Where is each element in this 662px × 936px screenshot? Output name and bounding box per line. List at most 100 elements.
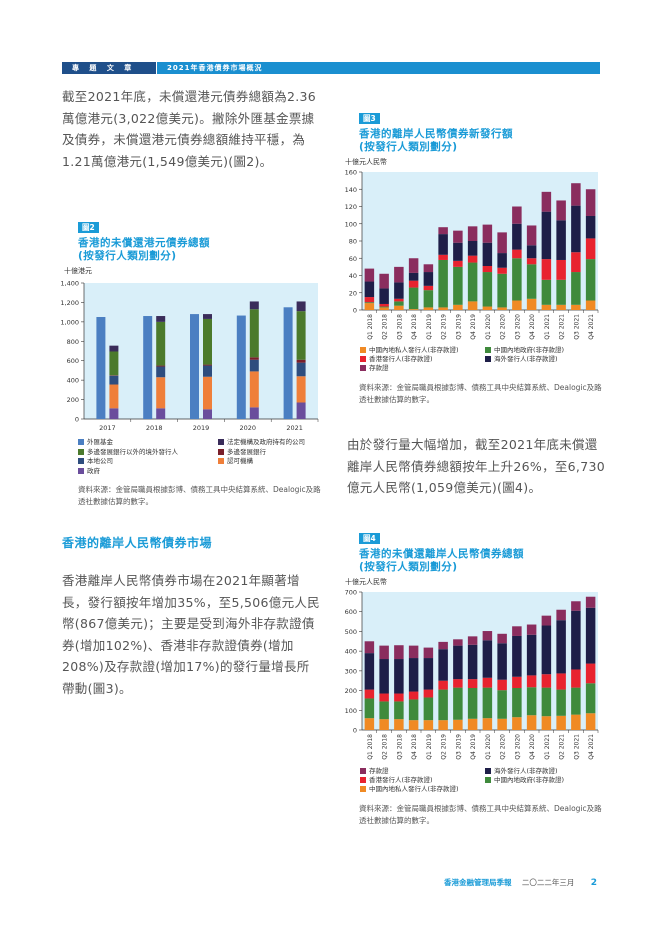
bar-segment-中國內地私人發行人(非存款證) [453, 304, 463, 310]
y-tick-label: 1,400 [60, 280, 79, 288]
y-tick-label: 700 [345, 589, 357, 597]
legend: 中國內地私人發行人(非存款證) 中國內地政府(非存款證) 香港發行人(非存款證) 海外… [360, 344, 610, 374]
bar-segment-存款證 [423, 647, 434, 659]
bar-segment-存款證 [438, 641, 448, 650]
x-tick-label: Q1 2018 [367, 314, 374, 340]
bar-segment-香港發行人(非存款證) [556, 673, 566, 690]
legend-swatch [485, 347, 491, 353]
legend-item: 法定機構及政府持有的公司 [218, 436, 305, 446]
bar-segment-中國內地私人發行人(非存款證) [364, 303, 375, 310]
figure-tag: 圖3 [359, 113, 380, 124]
x-tick-label: 2019 [193, 424, 210, 432]
bar-segment-海外發行人(非存款證) [541, 625, 552, 675]
bar-segment-存款證 [571, 183, 581, 206]
bar-segment-存款證 [394, 266, 404, 283]
bar-segment-本地公司 [249, 359, 259, 372]
bar-外匯基金 [143, 316, 153, 419]
bar-segment-存款證 [526, 624, 537, 635]
bar-segment-中國內地私人發行人(非存款證) [571, 304, 581, 310]
bar-segment-中國內地政府(非存款證) [467, 262, 478, 302]
bar-segment-政府 [109, 408, 119, 419]
bar-segment-海外發行人(非存款證) [408, 272, 419, 281]
bar-segment-海外發行人(非存款證) [408, 658, 419, 692]
legend-item: 中國內地政府(非存款證) [485, 774, 564, 784]
figure-title: 香港的未償還港元債券總額 [78, 237, 210, 249]
bar-segment-存款證 [482, 631, 493, 641]
bar-segment-海外發行人(非存款證) [512, 223, 522, 250]
bar-segment-中國內地私人發行人(非存款證) [467, 718, 478, 730]
y-tick-label: 100 [345, 220, 357, 228]
x-tick-label: Q4 2019 [470, 314, 477, 340]
y-tick-label: 40 [349, 272, 357, 280]
bar-segment-香港發行人(非存款證) [585, 663, 596, 684]
bar-segment-海外發行人(非存款證) [512, 635, 522, 677]
bar-segment-認可機構 [109, 384, 119, 409]
x-tick-label: 2017 [99, 424, 116, 432]
bar-segment-存款證 [408, 258, 419, 273]
x-tick-label: Q3 2019 [455, 314, 462, 340]
bar-segment-中國內地政府(非存款證) [512, 688, 522, 718]
y-tick-label: 60 [349, 255, 357, 263]
bar-segment-存款證 [453, 639, 463, 646]
bar-segment-香港發行人(非存款證) [408, 280, 419, 288]
y-tick-label: 0 [75, 416, 79, 424]
bar-segment-香港發行人(非存款證) [379, 693, 389, 702]
bar-segment-香港發行人(非存款證) [438, 680, 448, 690]
bar-segment-存款證 [467, 226, 478, 241]
bar-segment-香港發行人(非存款證) [453, 260, 463, 267]
bar-segment-中國內地政府(非存款證) [394, 301, 404, 306]
bar-segment-中國內地政府(非存款證) [423, 290, 434, 308]
bar-segment-香港發行人(非存款證) [453, 679, 463, 688]
bar-segment-海外發行人(非存款證) [571, 205, 581, 253]
x-tick-label: 2018 [146, 424, 163, 432]
bar-segment-存款證 [541, 191, 552, 212]
bar-segment-中國內地私人發行人(非存款證) [541, 716, 552, 730]
bar-segment-政府 [203, 409, 212, 419]
bar-segment-海外發行人(非存款證) [571, 610, 581, 670]
legend-swatch [218, 448, 224, 455]
x-tick-label: Q1 2019 [426, 314, 433, 340]
bar-segment-本地公司 [109, 375, 119, 385]
bar-segment-法定機構及政府持有的公司 [203, 314, 212, 319]
bar-segment-多邊發展銀行 [156, 365, 166, 367]
bar-segment-存款證 [541, 615, 552, 626]
paragraph-3: 由於發行量大幅增加，截至2021年底未償還離岸人民幣債券總額按年上升26%，至6… [347, 437, 605, 495]
bar-segment-法定機構及政府持有的公司 [156, 316, 166, 322]
bar-segment-海外發行人(非存款證) [526, 245, 537, 259]
bar-segment-多邊發展銀行以外的境外發行人 [249, 309, 259, 358]
bar-segment-中國內地私人發行人(非存款證) [556, 304, 566, 310]
bar-segment-香港發行人(非存款證) [556, 259, 566, 280]
bar-segment-海外發行人(非存款證) [364, 653, 375, 690]
figure-3-header: 圖3 香港的離岸人民幣債券新發行額 (按發行人類別劃分) [359, 106, 513, 154]
bar-segment-中國內地私人發行人(非存款證) [497, 718, 507, 730]
bar-segment-中國內地私人發行人(非存款證) [394, 305, 404, 310]
legend-label: 中國內地政府(非存款證) [494, 776, 565, 784]
bar-segment-存款證 [453, 230, 463, 243]
figure-title: 香港的離岸人民幣債券新發行額 [359, 128, 513, 140]
bar-segment-存款證 [512, 626, 522, 636]
y-tick-label: 400 [345, 648, 357, 656]
bar-segment-香港發行人(非存款證) [541, 259, 552, 280]
bar-segment-政府 [296, 402, 306, 419]
legend-label: 多邊發展銀行 [227, 447, 266, 456]
y-tick-label: 0 [353, 307, 357, 315]
bar-segment-中國內地政府(非存款證) [379, 306, 389, 308]
bar-segment-中國內地政府(非存款證) [482, 272, 493, 307]
bar-segment-中國內地私人發行人(非存款證) [394, 719, 404, 730]
bar-segment-中國內地私人發行人(非存款證) [512, 717, 522, 730]
bar-segment-存款證 [467, 636, 478, 645]
x-tick-label: Q4 2018 [411, 734, 418, 760]
bar-segment-海外發行人(非存款證) [394, 282, 404, 299]
legend-label: 認可機構 [227, 457, 253, 465]
bar-segment-法定機構及政府持有的公司 [296, 301, 306, 312]
x-tick-label: Q3 2018 [396, 734, 403, 760]
bar-segment-海外發行人(非存款證) [423, 272, 434, 286]
figure-4-header: 圖4 香港的未償還離岸人民幣債券總額 (按發行人類別劃分) [359, 526, 524, 574]
bar-segment-多邊發展銀行 [296, 359, 306, 363]
y-axis-unit: 十億港元 [64, 267, 92, 275]
footer-publication: 香港金融管理局季報 [444, 878, 512, 887]
paragraph-1: 截至2021年底，未償還港元債券總額為2.36萬億港元(3,022億美元)。撇除… [62, 89, 317, 169]
bar-segment-海外發行人(非存款證) [497, 643, 507, 680]
legend-label: 存款證 [369, 364, 389, 372]
legend: 存款證 海外發行人(非存款證) 香港發行人(非存款證) 中國內地政府(非存款證) 中國內… [360, 765, 610, 795]
